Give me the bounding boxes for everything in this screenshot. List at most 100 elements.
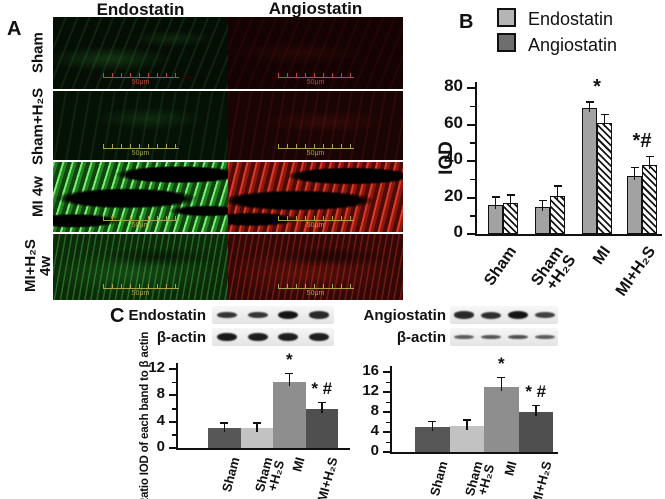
error-bar-cap — [645, 155, 654, 158]
y-minor-tick — [470, 105, 475, 108]
y-tick-label: 80 — [444, 76, 463, 95]
y-minor-tick — [386, 421, 390, 423]
error-bar — [556, 186, 559, 200]
y-tick-label: 0 — [453, 222, 463, 241]
blot-label-endostatin: Endostatin — [128, 307, 207, 324]
y-tick-label: 40 — [444, 149, 463, 168]
significance-annotation: * # — [525, 382, 547, 401]
bar — [305, 408, 338, 448]
micrograph-sham-endostatin: 50μm — [53, 17, 228, 89]
scale-bar-label: 50μm — [306, 150, 325, 157]
blot-band — [480, 311, 501, 319]
y-tick-label: 8 — [370, 402, 379, 419]
blot-band — [534, 334, 555, 340]
y-axis — [390, 366, 392, 454]
error-bar-cap — [462, 419, 471, 421]
blot-label-angiostatin: Angiostatin — [363, 307, 447, 324]
blot-band — [278, 332, 299, 342]
y-tick-label: 0 — [156, 438, 165, 455]
error-bar-cap — [506, 194, 515, 196]
y-minor-tick — [172, 381, 176, 384]
legend-label-angiostatin: Angiostatin — [528, 35, 618, 55]
error-bar — [223, 423, 225, 433]
error-bar-cap — [317, 401, 326, 404]
legend-label-endostatin: Endostatin — [528, 9, 614, 29]
bar — [484, 387, 519, 452]
micrograph-sham-h2s-endostatin: 50μm — [53, 91, 228, 160]
blot-strip — [212, 306, 334, 324]
error-bar — [509, 195, 512, 207]
micrograph-mi-h2s4w-angiostatin: 50μm — [228, 234, 403, 300]
y-tick — [383, 391, 390, 393]
y-minor-tick — [386, 441, 390, 443]
error-bar-cap — [491, 196, 500, 198]
micrograph-mi4w-angiostatin: 50μm — [228, 162, 403, 232]
error-bar — [431, 422, 433, 431]
y-minor-tick — [470, 142, 475, 144]
y-tick — [467, 196, 475, 199]
blot-strip — [450, 306, 558, 324]
significance-annotation: * # — [311, 379, 333, 399]
scale-bar-label: 50μm — [131, 222, 150, 229]
bar — [208, 428, 241, 448]
significance-annotation: * — [285, 350, 293, 370]
scale-bar-label: 50μm — [131, 79, 150, 86]
error-bar — [588, 102, 591, 113]
blot-band — [308, 332, 329, 342]
bar — [449, 425, 484, 452]
blot-band — [534, 311, 555, 319]
error-bar — [648, 157, 651, 169]
micrograph-mi4w-endostatin: 50μm — [53, 162, 228, 232]
blot-band — [278, 311, 299, 319]
y-axis — [475, 82, 477, 236]
y-tick-label: 16 — [362, 362, 379, 379]
y-tick — [169, 368, 176, 371]
y-tick — [467, 233, 475, 235]
scale-bar — [102, 144, 179, 149]
blot-band — [247, 332, 268, 342]
bar — [240, 427, 273, 448]
error-bar-cap — [538, 199, 547, 202]
bar — [273, 382, 306, 448]
bar — [518, 412, 553, 452]
y-tick — [169, 447, 176, 449]
error-bar — [500, 378, 502, 391]
blot-band — [217, 332, 238, 342]
blot-strip — [212, 328, 334, 346]
y-tick — [383, 411, 390, 413]
y-tick — [383, 431, 390, 433]
scale-bar — [102, 216, 179, 221]
x-axis — [176, 448, 350, 450]
error-bar — [494, 197, 497, 209]
legend-swatch-angiostatin — [497, 33, 516, 52]
y-axis — [176, 363, 178, 450]
error-bar-cap — [252, 422, 261, 424]
scale-bar-label: 50μm — [306, 290, 325, 297]
y-tick-label: 12 — [362, 382, 379, 399]
panel-c-label: C — [110, 305, 125, 327]
scale-bar-label: 50μm — [306, 222, 325, 229]
blot-band — [480, 334, 501, 340]
y-tick-label: 20 — [444, 185, 463, 205]
error-bar-cap — [220, 422, 229, 424]
significance-annotation: * — [593, 75, 601, 98]
error-bar-cap — [585, 101, 594, 103]
blot-band — [453, 334, 474, 340]
legend-swatch-endostatin — [497, 8, 516, 27]
y-minor-tick — [470, 215, 475, 217]
x-axis — [390, 452, 558, 454]
error-bar-cap — [630, 166, 639, 169]
scale-bar — [277, 144, 354, 149]
error-bar — [466, 420, 468, 430]
scale-bar — [277, 284, 354, 289]
y-tick — [169, 394, 176, 397]
y-tick-label: 4 — [370, 422, 379, 439]
blot-band — [217, 311, 238, 319]
significance-annotation: * — [497, 354, 505, 373]
significance-annotation: *# — [632, 130, 652, 153]
micrograph-mi-h2s4w-endostatin: 50μm — [53, 234, 228, 300]
